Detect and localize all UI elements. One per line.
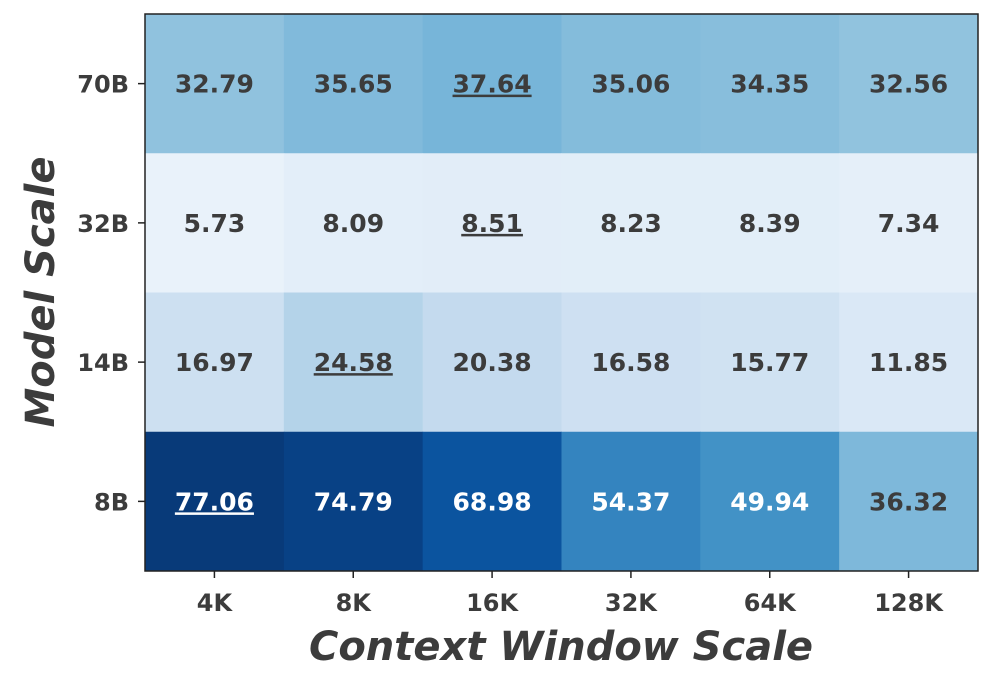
heatmap-cell-label: 20.38	[453, 348, 532, 377]
y-tick-label: 8B	[94, 488, 129, 516]
heatmap-cells	[145, 14, 979, 572]
heatmap-cell-label: 36.32	[869, 487, 948, 516]
heatmap-cell-label: 35.06	[591, 70, 670, 99]
heatmap-cell-label: 68.98	[453, 487, 532, 516]
heatmap-cell	[422, 14, 562, 154]
heatmap-cell	[561, 292, 701, 433]
y-axis-title: Model Scale	[18, 156, 64, 427]
heatmap-cell-label: 8.23	[600, 209, 662, 238]
heatmap-cell	[700, 14, 840, 154]
heatmap-cell	[145, 14, 285, 154]
heatmap-cell	[839, 431, 979, 572]
x-axis-ticks: 4K 8K 16K 32K 64K 128K	[197, 571, 944, 617]
heatmap-cell-label: 16.97	[175, 348, 254, 377]
x-tick-label: 128K	[874, 589, 944, 617]
heatmap-cell-label: 32.79	[175, 70, 254, 99]
heatmap-cell	[561, 153, 701, 293]
heatmap-cell-label: 74.79	[314, 487, 393, 516]
heatmap-cell-label: 11.85	[869, 348, 948, 377]
heatmap-cell	[700, 431, 840, 572]
heatmap-cell	[422, 431, 562, 572]
heatmap-cell-labels: 32.79 35.65 37.64 35.06 34.35 32.56 5.73 8.09 8.…	[175, 70, 948, 517]
heatmap-cell	[145, 431, 285, 572]
heatmap-cell	[561, 14, 701, 154]
heatmap-cell	[283, 14, 424, 154]
y-tick-label: 70B	[77, 71, 129, 99]
heatmap-cell	[839, 153, 979, 293]
heatmap-cell	[839, 292, 979, 433]
heatmap-cell-label: 15.77	[730, 348, 809, 377]
heatmap-cell-label: 8.51	[461, 209, 523, 238]
heatmap-cell	[422, 292, 562, 433]
y-tick-label: 14B	[77, 349, 129, 377]
heatmap-cell	[700, 292, 840, 433]
heatmap-cell	[422, 153, 562, 293]
heatmap-cell	[145, 292, 285, 433]
heatmap-cell-label: 54.37	[591, 487, 670, 516]
heatmap-cell-label: 32.56	[869, 70, 948, 99]
heatmap-cell-label: 8.39	[739, 209, 801, 238]
x-tick-label: 64K	[744, 589, 797, 617]
heatmap-cell-label: 16.58	[591, 348, 670, 377]
x-axis-title: Context Window Scale	[309, 624, 813, 670]
heatmap-cell-label: 7.34	[878, 209, 940, 238]
heatmap-cell-label: 24.58	[314, 348, 393, 377]
heatmap-cell	[283, 292, 424, 433]
x-tick-label: 8K	[336, 589, 373, 617]
heatmap-cell	[145, 153, 285, 293]
heatmap-cell-label: 5.73	[184, 209, 246, 238]
heatmap-cell-label: 34.35	[730, 70, 809, 99]
heatmap-cell	[561, 431, 701, 572]
heatmap-cell-label: 37.64	[453, 70, 532, 99]
heatmap-cell-label: 49.94	[730, 487, 809, 516]
plot-frame	[144, 13, 979, 572]
x-tick-label: 4K	[197, 589, 234, 617]
heatmap-cell-label: 35.65	[314, 70, 393, 99]
heatmap-cell	[283, 431, 424, 572]
heatmap-cell	[283, 153, 424, 293]
y-tick-label: 32B	[77, 210, 129, 238]
heatmap-cell-label: 77.06	[175, 487, 254, 516]
heatmap-cell	[839, 14, 979, 154]
y-axis-ticks: 70B 32B 14B 8B	[77, 71, 145, 516]
heatmap-cell	[700, 153, 840, 293]
heatmap-cell-label: 8.09	[322, 209, 384, 238]
x-tick-label: 32K	[605, 589, 658, 617]
x-tick-label: 16K	[466, 589, 519, 617]
